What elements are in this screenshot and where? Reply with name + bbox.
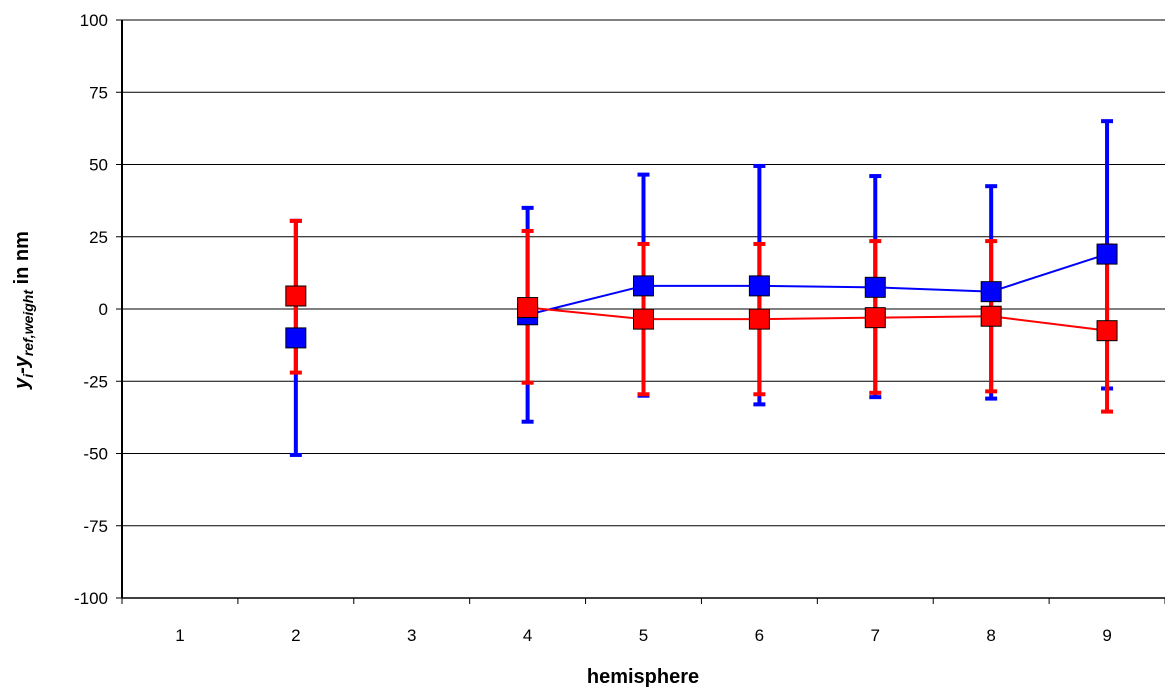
x-tick-label: 9: [1102, 626, 1111, 645]
y-axis-title-main: y: [11, 377, 33, 390]
data-point: [1096, 243, 1118, 265]
y-axis-title-dash: -y: [11, 355, 33, 374]
x-tick-label: 4: [523, 626, 532, 645]
series-line-segment: [527, 306, 644, 321]
y-tick-label: 0: [99, 300, 108, 319]
y-axis-title-suffix: in nm: [11, 231, 33, 290]
y-tick-label: 50: [89, 156, 108, 175]
data-point: [864, 276, 886, 298]
x-tick-label: 1: [175, 626, 184, 645]
data-point: [980, 305, 1002, 327]
series-line-segment: [990, 253, 1108, 293]
y-tick-label: -50: [83, 445, 108, 464]
data-point: [1096, 320, 1118, 342]
y-axis-title-sub2: ref,weight: [20, 289, 36, 356]
data-point: [864, 307, 886, 329]
series-line-segment: [875, 315, 992, 319]
x-tick-label: 8: [986, 626, 995, 645]
y-axis-title-sub1: i: [20, 373, 36, 378]
data-point: [633, 308, 654, 330]
x-axis-title: hemisphere: [587, 666, 699, 688]
series-line-segment: [527, 284, 644, 316]
data-point: [633, 275, 654, 297]
tick-labels: 100 75 50 25 0 -25 -50 -75 -100 1 2 3 4 5 6 7 8 9: [74, 11, 1112, 645]
x-tick-label: 7: [871, 626, 880, 645]
series-line-segment: [991, 315, 1108, 332]
series-line-segment: [875, 286, 992, 293]
series-line-segment: [759, 284, 876, 289]
y-tick-label: 100: [80, 11, 108, 30]
x-tick-label: 2: [291, 626, 300, 645]
y-axis-title: yi-yref,weight in nm: [11, 231, 36, 390]
x-tick-label: 3: [407, 626, 416, 645]
series-line-segment: [759, 316, 876, 321]
y-tick-label: -25: [83, 372, 108, 391]
series-lines: [527, 253, 1108, 332]
y-tick-label: -100: [74, 589, 108, 608]
markers: [285, 243, 1118, 349]
data-point: [748, 275, 770, 297]
y-tick-label: 25: [89, 228, 108, 247]
data-point: [748, 308, 770, 330]
x-axis-ticks: [121, 598, 1165, 604]
data-point: [980, 281, 1002, 303]
y-tick-label: 75: [89, 83, 108, 102]
x-tick-label: 6: [755, 626, 764, 645]
x-tick-label: 5: [639, 626, 648, 645]
data-point: [517, 297, 539, 319]
y-tick-label: -75: [83, 517, 108, 536]
data-point: [285, 285, 307, 307]
data-point: [285, 327, 307, 349]
plot-area-border: [121, 20, 1165, 599]
